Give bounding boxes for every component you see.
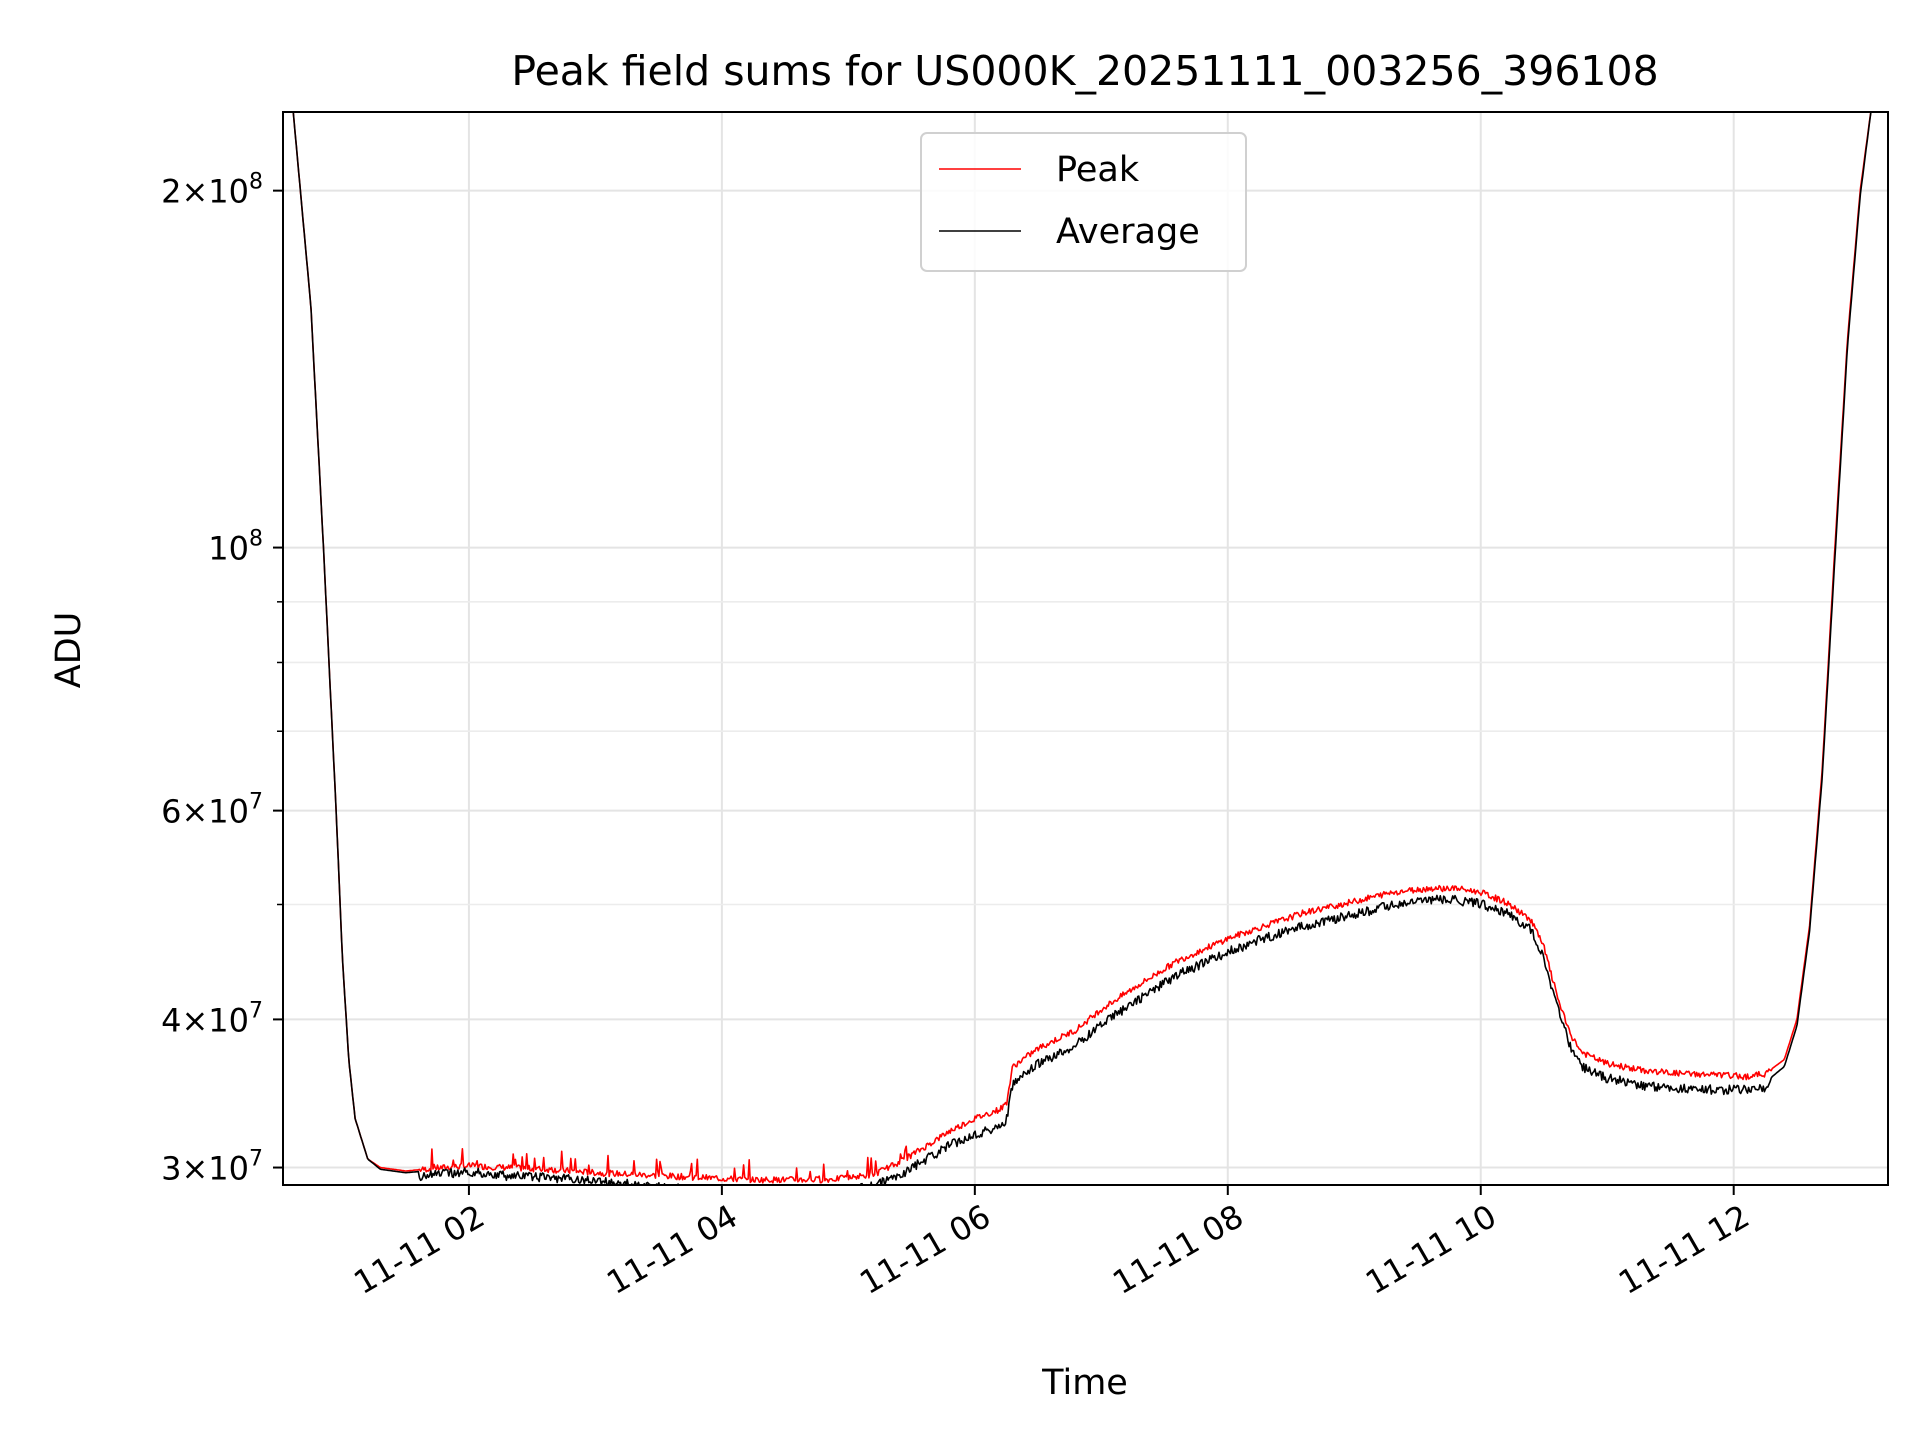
y-tick-label-3: 108	[208, 527, 263, 568]
legend-box	[920, 132, 1247, 272]
legend-label-peak: Peak	[1056, 150, 1140, 190]
y-axis-label: ADU	[49, 612, 89, 689]
y-tick-label-2: 6×107	[161, 790, 263, 831]
series-peak-line	[292, 112, 1872, 1184]
chart-title: Peak field sums for US000K_20251111_0032…	[511, 47, 1658, 95]
y-tick-label-4: 2×108	[161, 170, 263, 211]
legend-label-average: Average	[1056, 212, 1200, 252]
series-average-line	[292, 112, 1872, 1185]
y-axis: 3×107 4×107 6×107 108 2×108	[161, 170, 283, 1188]
y-tick-label-1: 4×107	[161, 998, 263, 1039]
plot-frame	[282, 111, 1889, 1186]
x-axis-label: Time	[1041, 1363, 1128, 1403]
legend: Peak Average	[920, 132, 1247, 272]
y-tick-label-0: 3×107	[161, 1147, 263, 1188]
plot-area	[292, 112, 1872, 1185]
